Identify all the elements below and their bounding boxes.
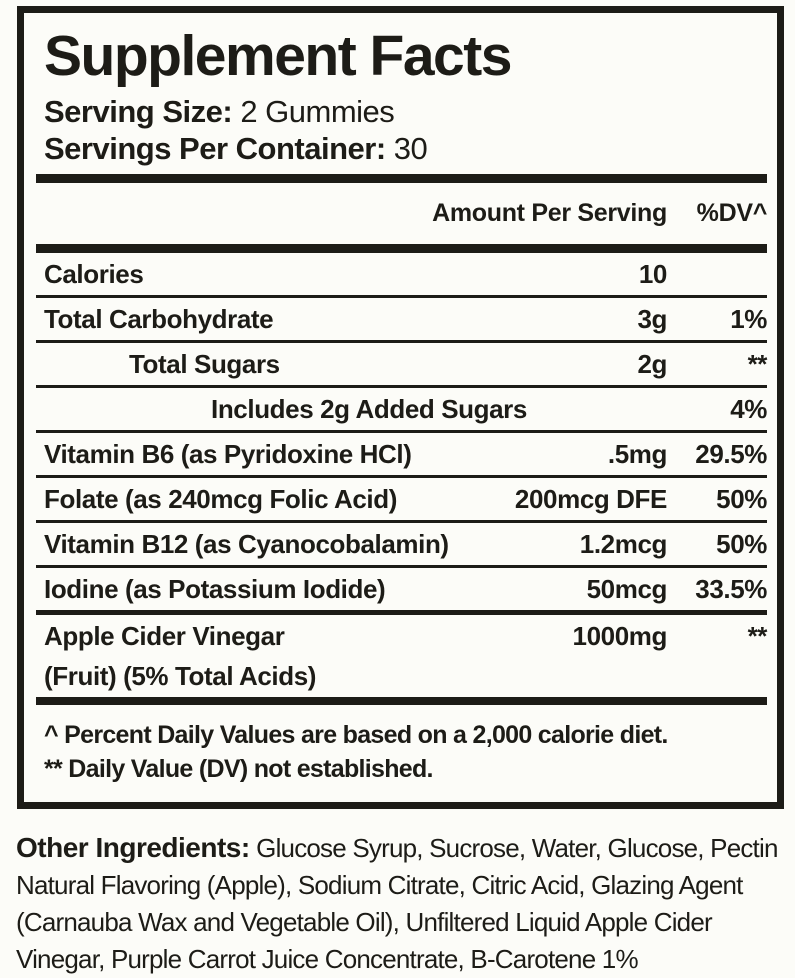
nutrient-amount: .5mg	[607, 439, 667, 470]
amount-per-serving-header: Amount Per Serving	[432, 199, 667, 228]
footnote-percent-dv: ^ Percent Daily Values are based on a 2,…	[44, 721, 668, 750]
divider-bar	[36, 244, 767, 254]
other-ingredients: Other Ingredients: Glucose Syrup, Sucros…	[16, 829, 783, 978]
table-row-folate: Folate (as 240mcg Folic Acid) 200mcg DFE…	[36, 475, 767, 520]
serving-size-value: 2 Gummies	[240, 94, 395, 130]
servings-per-container-value: 30	[393, 131, 428, 167]
nutrient-dv: 50%	[716, 484, 767, 515]
nutrient-name-line1: Apple Cider Vinegar	[44, 621, 285, 652]
nutrient-name: Apple Cider Vinegar (Fruit) (5% Total Ac…	[44, 621, 457, 692]
table-row-apple-cider-vinegar: Apple Cider Vinegar (Fruit) (5% Total Ac…	[36, 615, 767, 697]
nutrient-amount: 3g	[637, 304, 667, 335]
nutrient-dv: **	[747, 349, 768, 380]
nutrient-name: Iodine (as Potassium Iodide)	[44, 574, 386, 605]
table-row-added-sugars: Includes 2g Added Sugars 4%	[36, 385, 767, 430]
nutrient-name: Total Carbohydrate	[44, 304, 274, 335]
nutrient-amount: 1.2mcg	[579, 529, 668, 560]
panel-title: Supplement Facts	[44, 24, 512, 88]
table-row-total-carbohydrate: Total Carbohydrate 3g 1%	[36, 295, 767, 340]
nutrient-amount: 10	[638, 259, 668, 290]
nutrient-name-line2: (Fruit) (5% Total Acids)	[44, 661, 317, 692]
nutrient-name: Vitamin B12 (as Cyanocobalamin)	[44, 529, 449, 560]
percent-dv-header: %DV^	[696, 199, 768, 228]
table-row-vitamin-b12: Vitamin B12 (as Cyanocobalamin) 1.2mcg 5…	[36, 520, 767, 565]
nutrient-dv: 29.5%	[695, 439, 767, 470]
table-row-calories: Calories 10	[36, 253, 767, 295]
nutrient-dv: 1%	[730, 304, 767, 335]
nutrient-amount: 50mcg	[586, 574, 668, 605]
nutrient-dv: 4%	[730, 394, 767, 425]
nutrient-amount: 2g	[637, 349, 667, 380]
nutrient-name: Calories	[44, 259, 144, 290]
nutrient-name: Vitamin B6 (as Pyridoxine HCl)	[44, 439, 412, 470]
footnote-dv-not-established: ** Daily Value (DV) not established.	[44, 755, 434, 784]
servings-per-container-label: Servings Per Container:	[44, 131, 386, 167]
nutrient-dv: 33.5%	[695, 574, 767, 605]
table-row-vitamin-b6: Vitamin B6 (as Pyridoxine HCl) .5mg 29.5…	[36, 430, 767, 475]
table-header-row: Amount Per Serving %DV^	[44, 183, 767, 237]
divider-bar	[36, 174, 767, 184]
nutrient-amount: 200mcg DFE	[514, 484, 667, 515]
supplement-facts-panel: Supplement Facts Serving Size: 2 Gummies…	[17, 6, 784, 810]
divider-bar	[36, 697, 767, 706]
servings-per-container-line: Servings Per Container: 30	[44, 130, 767, 167]
nutrient-dv: **	[747, 621, 768, 652]
other-ingredients-label: Other Ingredients:	[16, 832, 250, 864]
footnotes: ^ Percent Daily Values are based on a 2,…	[44, 705, 767, 802]
serving-size-line: Serving Size: 2 Gummies	[44, 93, 767, 130]
nutrient-amount: 1000mg	[572, 621, 668, 652]
nutrient-name: Total Sugars	[129, 349, 280, 380]
table-row-iodine: Iodine (as Potassium Iodide) 50mcg 33.5%	[36, 565, 767, 610]
divider-bar	[36, 610, 767, 616]
nutrient-dv: 50%	[716, 529, 767, 560]
serving-size-label: Serving Size:	[44, 94, 233, 130]
nutrient-name: Includes 2g Added Sugars	[211, 394, 527, 425]
table-row-total-sugars: Total Sugars 2g **	[36, 340, 767, 385]
nutrient-name: Folate (as 240mcg Folic Acid)	[44, 484, 397, 515]
nutrient-table: Calories 10 Total Carbohydrate 3g 1% Tot…	[36, 253, 767, 697]
